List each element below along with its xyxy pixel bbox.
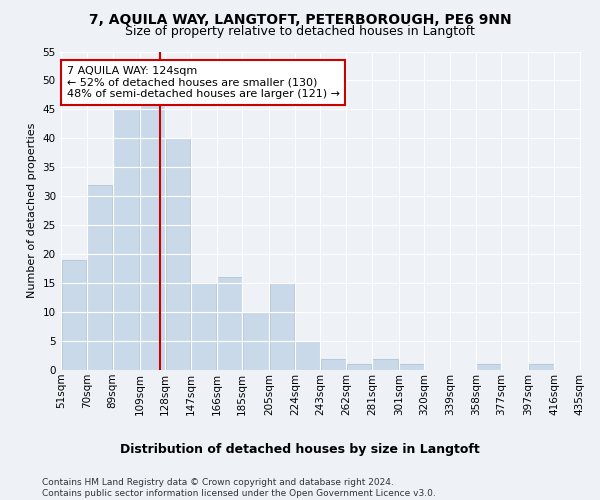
Bar [140, 104, 164, 370]
Text: Size of property relative to detached houses in Langtoft: Size of property relative to detached ho… [125, 25, 475, 38]
Bar [243, 312, 269, 370]
Bar [295, 341, 320, 370]
Bar [373, 358, 398, 370]
Bar [88, 184, 112, 370]
Bar [217, 278, 242, 370]
Text: 7 AQUILA WAY: 124sqm
← 52% of detached houses are smaller (130)
48% of semi-deta: 7 AQUILA WAY: 124sqm ← 52% of detached h… [67, 66, 340, 99]
Bar [166, 138, 190, 370]
Bar [347, 364, 371, 370]
Bar [400, 364, 424, 370]
Text: Contains HM Land Registry data © Crown copyright and database right 2024.
Contai: Contains HM Land Registry data © Crown c… [42, 478, 436, 498]
Bar [529, 364, 554, 370]
Text: Distribution of detached houses by size in Langtoft: Distribution of detached houses by size … [120, 442, 480, 456]
Bar [476, 364, 501, 370]
Bar [270, 283, 294, 370]
Bar [191, 283, 216, 370]
Y-axis label: Number of detached properties: Number of detached properties [27, 123, 37, 298]
Bar [62, 260, 86, 370]
Text: 7, AQUILA WAY, LANGTOFT, PETERBOROUGH, PE6 9NN: 7, AQUILA WAY, LANGTOFT, PETERBOROUGH, P… [89, 12, 511, 26]
Bar [321, 358, 346, 370]
Bar [113, 110, 139, 370]
